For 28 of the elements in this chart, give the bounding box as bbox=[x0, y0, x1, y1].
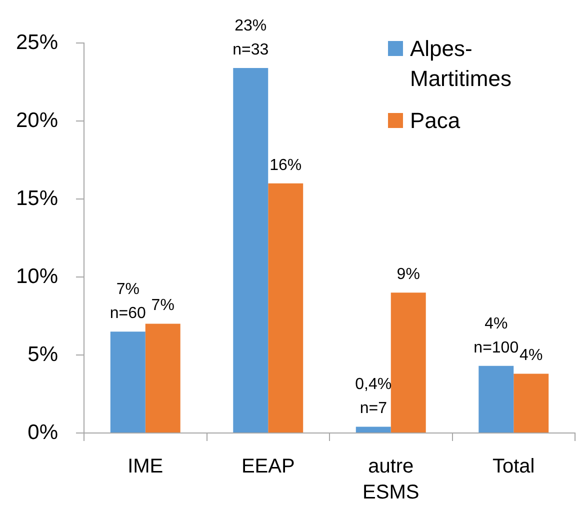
y-tick-label: 25% bbox=[16, 30, 58, 54]
data-label: 7% bbox=[151, 297, 174, 314]
y-tick-label: 0% bbox=[28, 420, 58, 444]
legend-label: Paca bbox=[410, 107, 462, 135]
bar bbox=[478, 366, 514, 432]
y-tick-label: 5% bbox=[28, 342, 58, 366]
data-label: 4% n=100 bbox=[474, 315, 519, 356]
bar bbox=[356, 426, 391, 432]
y-tick-label: 15% bbox=[16, 186, 58, 210]
data-label: 0,4% n=7 bbox=[355, 376, 392, 418]
data-label: 4% bbox=[520, 347, 543, 364]
x-tick-label: Total bbox=[492, 456, 535, 478]
x-tick-label: autre ESMS bbox=[362, 456, 420, 504]
bar bbox=[514, 374, 549, 432]
bar bbox=[268, 183, 304, 432]
data-label: 7% n=60 bbox=[110, 281, 146, 322]
data-label: 16% bbox=[270, 156, 302, 174]
bar bbox=[145, 324, 180, 432]
legend-label: Alpes-Martitimes bbox=[410, 35, 512, 93]
data-label: 23% n=33 bbox=[232, 17, 269, 58]
y-tick-label: 20% bbox=[16, 108, 58, 132]
bar bbox=[110, 332, 146, 432]
x-tick-label: IME bbox=[128, 456, 164, 478]
bar bbox=[390, 292, 426, 432]
bar bbox=[233, 68, 268, 432]
data-label: 9% bbox=[396, 266, 420, 284]
x-tick-label: EEAP bbox=[241, 456, 295, 478]
y-tick-label: 10% bbox=[16, 264, 58, 288]
